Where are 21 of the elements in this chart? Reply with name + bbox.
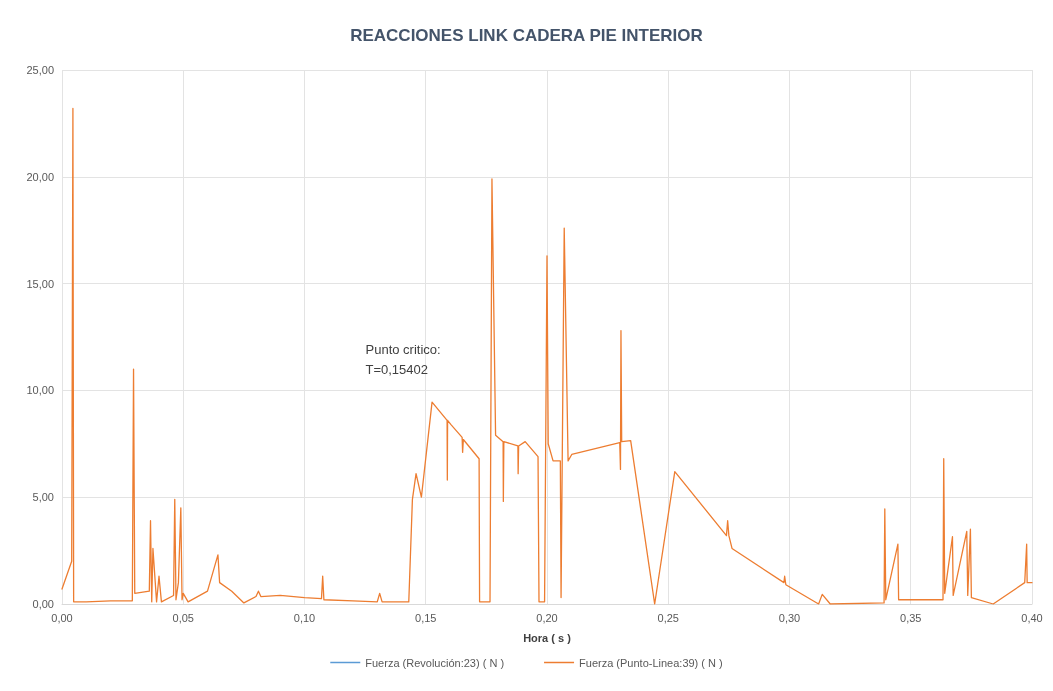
y-tick-label: 25,00 [26,64,54,76]
legend-label: Fuerza (Revolución:23) ( N ) [365,656,505,669]
y-tick-label: 0,00 [32,598,54,610]
x-tick-label: 0,40 [1021,611,1043,624]
y-tick-label: 15,00 [26,277,54,290]
x-tick-label: 0,10 [293,611,316,624]
y-tick-label: 20,00 [26,170,54,183]
line-series [61,107,1033,605]
x-tick-label: 0,25 [657,611,679,624]
x-tick-label: 0,15 [415,611,437,624]
y-tick-label: 10,00 [26,384,54,397]
chart-title: REACCIONES LINK CADERA PIE INTERIOR [350,26,703,45]
x-tick-label: 0,05 [172,611,194,624]
x-tick-label: 0,00 [51,611,73,624]
x-axis-title: Hora ( s ) [523,631,572,644]
x-tick-label: 0,35 [900,611,922,624]
annotation: Punto critico: T=0,15402 [365,341,441,377]
x-tick-label: 0,30 [778,611,801,624]
x-tick-label: 0,20 [536,611,558,624]
y-tick-label: 5,00 [32,491,54,504]
legend-label: Fuerza (Punto-Linea:39) ( N ) [579,656,723,669]
